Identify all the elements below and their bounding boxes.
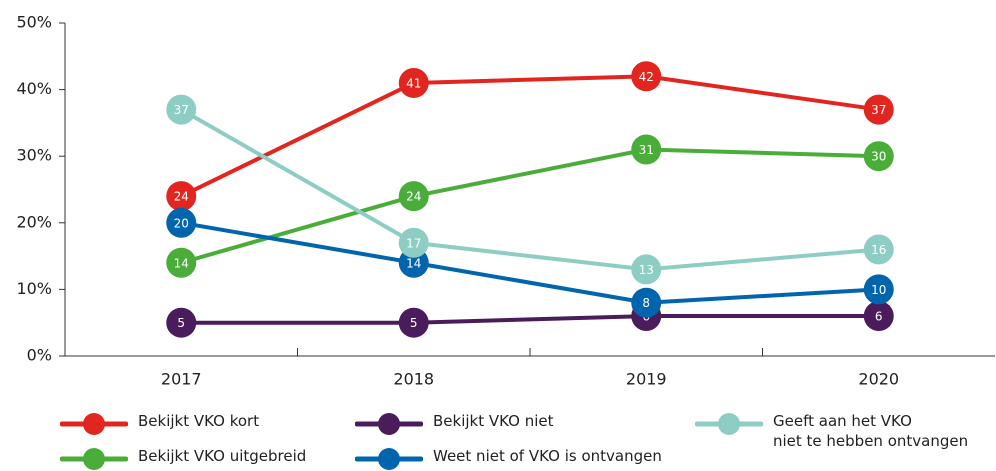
data-label: 41 [406,76,421,90]
data-point [863,234,894,265]
y-tick-label: 40% [16,79,52,98]
data-label: 17 [406,236,421,250]
legend-label: Bekijkt VKO kort [138,412,260,430]
series-line [181,314,879,325]
legend-label: Weet niet of VKO is ontvangen [433,447,662,465]
data-label: 8 [642,296,650,310]
legend-dot [378,413,400,435]
data-point [863,141,894,172]
data-label: 5 [410,316,418,330]
data-point [631,134,662,165]
data-label: 30 [871,150,886,164]
data-label: 6 [875,310,883,324]
data-label: 16 [871,243,886,257]
x-tick-label: 2020 [858,370,899,389]
data-point [631,61,662,92]
data-label: 31 [639,143,654,157]
data-point [863,94,894,125]
data-point [631,254,662,285]
data-label: 13 [639,263,654,277]
data-point [166,181,197,212]
legend-item: Bekijkt VKO niet [355,412,554,436]
y-tick-label: 0% [27,346,52,365]
legend-label: Bekijkt VKO uitgebreid [138,447,307,465]
legend-symbol [60,413,128,435]
x-tick-label: 2017 [161,370,202,389]
data-point [863,301,894,332]
series-line [180,74,880,198]
legend-item: Weet niet of VKO is ontvangen [355,447,662,471]
data-point [631,287,662,318]
legend-item: Bekijkt VKO uitgebreid [60,447,306,471]
y-tick-label: 50% [16,13,52,32]
data-label: 42 [639,70,654,84]
legend-symbol [695,413,763,435]
legend-label: Bekijkt VKO niet [433,412,554,430]
data-label: 24 [406,190,421,204]
data-point [166,207,197,238]
data-label: 37 [174,103,189,117]
legend-symbol [355,413,423,435]
x-tick-label: 2019 [626,370,667,389]
series-line [180,147,879,265]
data-point [398,181,429,212]
data-point [398,67,429,98]
data-label: 10 [871,283,886,297]
data-point [166,247,197,278]
data-label: 14 [174,256,189,270]
x-tick-label: 2018 [393,370,434,389]
data-label: 14 [406,256,421,270]
data-label: 20 [174,216,189,230]
legend-dot [378,448,400,470]
data-label: 5 [177,316,185,330]
legend-symbol [355,448,423,470]
data-point [166,307,197,338]
legend-dot [83,413,105,435]
series-line [180,107,879,272]
y-tick-label: 20% [16,212,52,231]
legend-item: Geeft aan het VKO niet te hebben ontvang… [695,412,968,451]
series-line [180,220,879,305]
data-point [398,227,429,258]
data-point [863,274,894,305]
data-point [398,307,429,338]
y-tick-label: 30% [16,146,52,165]
data-label: 24 [174,190,189,204]
legend-symbol [60,448,128,470]
data-label: 37 [871,103,886,117]
legend-item: Bekijkt VKO kort [60,412,259,436]
y-tick-label: 10% [16,279,52,298]
legend-dot [83,448,105,470]
legend-label: Geeft aan het VKO niet te hebben ontvang… [773,412,969,450]
data-point [166,94,197,125]
legend-dot [718,413,740,435]
